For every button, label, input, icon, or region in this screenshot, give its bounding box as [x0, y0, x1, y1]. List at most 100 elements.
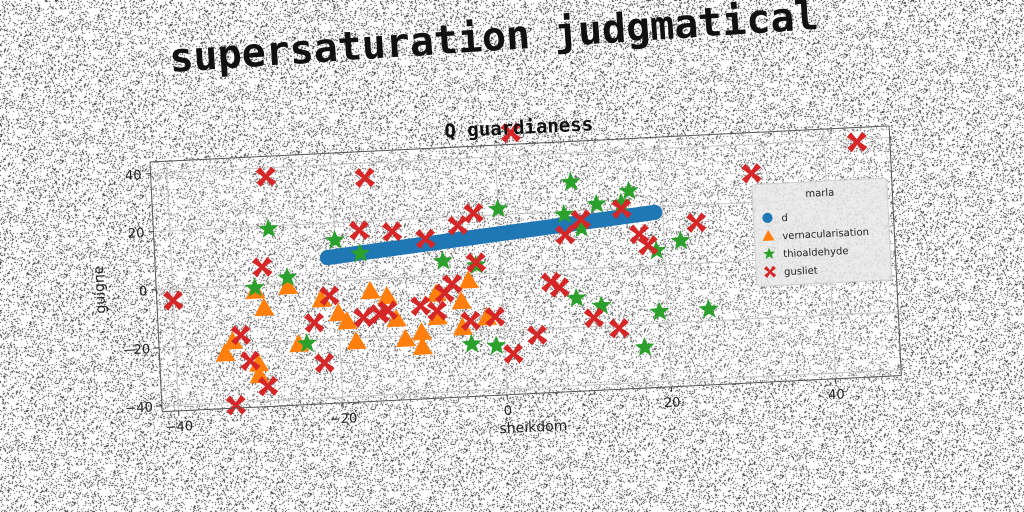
data-point [486, 335, 507, 355]
legend-marker [762, 229, 775, 241]
data-point [412, 322, 433, 341]
data-point [503, 343, 524, 365]
y-grid-line [150, 136, 890, 175]
data-point [324, 229, 345, 250]
data-point [670, 230, 691, 250]
x-tick-label: 20 [664, 395, 681, 411]
data-point [447, 215, 468, 236]
data-point [634, 336, 655, 357]
data-point [348, 220, 370, 241]
data-point [484, 306, 506, 328]
data-point [225, 394, 247, 416]
series-3 [162, 122, 868, 416]
data-point [463, 202, 484, 224]
y-tick-label: −40 [125, 400, 153, 416]
y-axis-label: guigne [91, 265, 109, 314]
data-point [162, 290, 184, 311]
data-point [560, 171, 581, 191]
data-point [244, 277, 265, 297]
series-1 [215, 270, 498, 384]
data-point [360, 280, 381, 300]
plot-area: −40 −20 0 20 40 −40 −20 0 20 40 Q guardianess she… [91, 113, 902, 437]
data-point [554, 224, 576, 246]
series-2 [244, 171, 719, 357]
axes-frame [149, 125, 902, 413]
data-point [646, 204, 663, 221]
data-point [410, 295, 431, 317]
data-point [566, 287, 587, 308]
y-grid-line [161, 369, 902, 407]
data-point [230, 324, 252, 346]
data-point [611, 198, 632, 220]
data-point [396, 328, 416, 348]
legend-marker [763, 265, 777, 278]
data-point [354, 167, 376, 188]
axis-ticks: −40 −20 0 20 40 −40 −20 0 20 40 [122, 168, 845, 435]
legend-title: marla [805, 188, 834, 200]
y-tick-label: 40 [125, 168, 142, 184]
data-point [255, 166, 277, 187]
data-marks [162, 122, 868, 416]
legend-marker [762, 212, 773, 224]
data-point [583, 307, 605, 329]
data-point [465, 252, 487, 273]
data-point [500, 122, 522, 143]
data-point [251, 256, 273, 278]
data-point [526, 324, 548, 346]
data-point [296, 333, 317, 353]
data-point [353, 307, 374, 328]
data-point [319, 285, 340, 307]
x-tick-label: 40 [828, 387, 845, 403]
data-point [686, 212, 707, 233]
x-tick-label: −40 [165, 419, 193, 435]
data-point [257, 375, 279, 397]
data-point [637, 235, 659, 256]
data-point [254, 297, 275, 317]
data-point [258, 218, 279, 238]
x-tick-label: −20 [330, 411, 358, 427]
data-point [451, 291, 472, 310]
legend-box [751, 177, 893, 287]
data-point [549, 277, 570, 298]
data-point [314, 352, 335, 374]
legend-marker [763, 247, 776, 260]
data-point [311, 289, 332, 308]
data-point [412, 336, 433, 356]
data-point [586, 193, 607, 213]
legend-label: thioaldehyde [783, 246, 849, 260]
x-axis-label: sheikdom [499, 418, 568, 437]
data-point [386, 308, 407, 328]
x-grid-line [658, 137, 672, 387]
data-point [278, 276, 299, 295]
data-point [381, 221, 403, 242]
data-point [608, 317, 630, 339]
data-point [432, 250, 453, 270]
data-point [487, 198, 508, 218]
legend-items: d vernacularisation thioaldehyde gusliet [762, 212, 869, 278]
x-grid-line [330, 153, 344, 403]
data-point [570, 209, 592, 230]
data-point [277, 267, 298, 287]
data-point [649, 301, 670, 321]
data-point [591, 295, 612, 315]
data-point [427, 306, 448, 326]
data-point [304, 312, 325, 334]
chart-title: Q guardianess [444, 113, 594, 142]
data-point [328, 302, 349, 322]
data-point [460, 310, 481, 332]
data-point [554, 204, 574, 224]
data-point [571, 217, 592, 238]
x-tick-label: 0 [503, 404, 512, 419]
data-point [415, 228, 436, 250]
x-grid-line [494, 145, 508, 395]
data-point [240, 350, 261, 372]
data-point [442, 273, 463, 295]
data-point [698, 298, 719, 319]
data-point [459, 270, 479, 289]
data-point [215, 343, 236, 362]
data-point [377, 285, 398, 305]
axes-background [150, 125, 902, 412]
y-tick-label: 20 [128, 226, 145, 242]
y-tick-label: −20 [122, 342, 150, 358]
